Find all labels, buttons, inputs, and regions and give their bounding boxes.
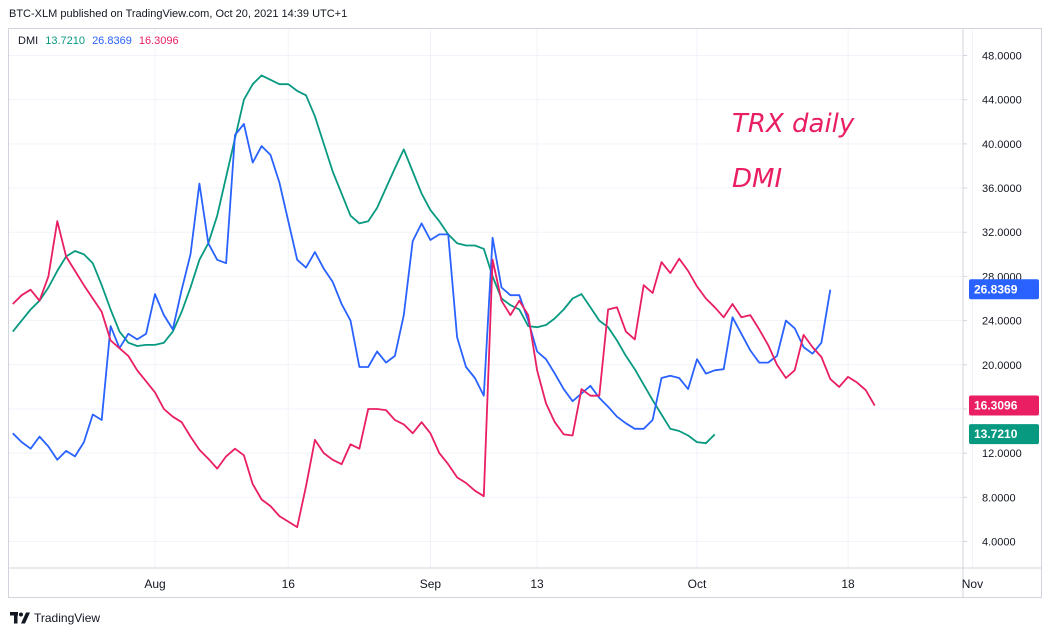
legend-indicator-name: DMI: [18, 35, 39, 47]
x-tick-label: Oct: [688, 577, 707, 591]
legend-adx-value: 13.7210: [45, 35, 85, 47]
plus-di-line[interactable]: [12, 123, 832, 461]
minus-di-line[interactable]: [12, 220, 876, 528]
y-tick-label: 44.0000: [982, 95, 1022, 107]
minus-di-price-badge[interactable]: [969, 395, 1039, 416]
plus-di-price-badge-text: 26.8369: [974, 282, 1018, 296]
annotation-dmi: DMI: [732, 164, 782, 194]
indicator-legend[interactable]: DMI 13.7210 26.8369 16.3096: [18, 35, 183, 47]
y-tick-label: 4.0000: [982, 536, 1016, 548]
minus-di-price-badge-text: 16.3096: [974, 399, 1018, 413]
y-tick-label: 40.0000: [982, 139, 1022, 151]
x-tick-label: 13: [530, 577, 544, 591]
y-tick-label: 8.0000: [982, 492, 1016, 504]
legend-plus-di-value: 26.8369: [92, 35, 132, 47]
x-tick-label: Sep: [420, 577, 442, 591]
y-tick-label: 36.0000: [982, 183, 1022, 195]
legend-minus-di-value: 16.3096: [138, 35, 179, 47]
brand-label: TradingView: [34, 611, 101, 625]
adx-price-badge[interactable]: [969, 424, 1039, 445]
tradingview-brand[interactable]: TradingView: [10, 611, 100, 625]
chart-header: BTC-XLM published on TradingView.com, Oc…: [9, 8, 348, 20]
chart-frame[interactable]: [8, 28, 1042, 598]
annotation-trx-daily: TRX daily: [732, 109, 855, 139]
y-tick-label: 48.0000: [982, 51, 1022, 63]
plus-di-price-badge[interactable]: [969, 279, 1039, 300]
y-tick-label: 32.0000: [982, 227, 1022, 239]
adx-line[interactable]: [12, 74, 716, 445]
x-tick-label: 16: [282, 577, 296, 591]
x-tick-label: Aug: [144, 577, 165, 591]
y-tick-label: 12.0000: [982, 448, 1022, 460]
adx-price-badge-text: 13.7210: [974, 427, 1018, 441]
tradingview-logo-icon: [10, 612, 30, 624]
y-tick-label: 24.0000: [982, 316, 1022, 328]
y-tick-label: 20.0000: [982, 360, 1022, 372]
x-tick-label: Nov: [962, 577, 983, 591]
x-tick-label: 18: [841, 577, 855, 591]
